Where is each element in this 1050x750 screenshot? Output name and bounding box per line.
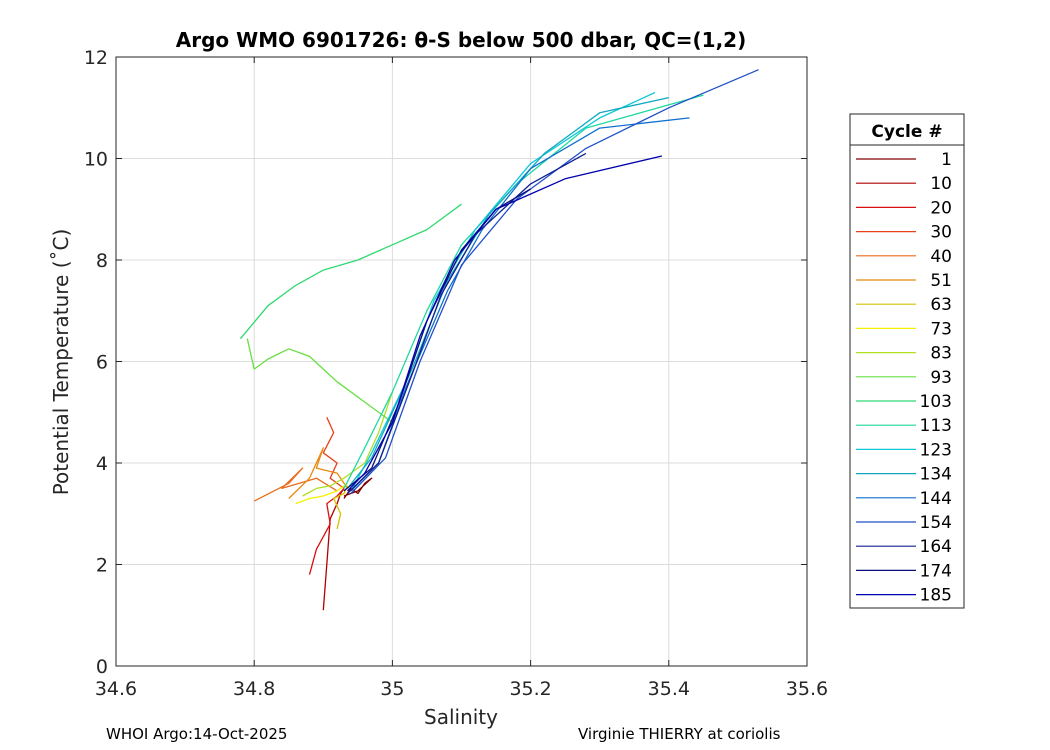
legend-label-154: 154 [920, 513, 952, 533]
legend-label-83: 83 [930, 344, 952, 364]
series-line-cycle-83 [302, 391, 394, 497]
axis-ticks: 34.6 34.8 35 35.2 35.4 35.6 0 2 4 6 8 10 12 [84, 47, 828, 700]
series-line-cycle-1 [343, 477, 373, 499]
legend: Cycle # 11020304051637383931031131231341… [849, 113, 965, 609]
x-tick-label: 35.4 [648, 678, 690, 700]
x-tick-label: 35 [380, 678, 404, 700]
series-line-cycle-51 [288, 447, 349, 499]
x-tick-label: 35.6 [786, 678, 828, 700]
legend-box [849, 113, 965, 609]
series-line-cycle-10 [322, 488, 345, 611]
footer-credit-left: WHOI Argo:14-Oct-2025 [106, 725, 288, 743]
legend-label-20: 20 [930, 198, 952, 218]
series-line-cycle-93 [246, 338, 393, 423]
series-line-cycle-20 [308, 487, 345, 575]
series-line-cycle-123 [350, 91, 656, 492]
y-tick-label: 4 [96, 453, 108, 475]
legend-label-73: 73 [930, 319, 952, 339]
legend-label-164: 164 [920, 537, 952, 557]
series-line-cycle-154 [350, 69, 759, 494]
legend-title: Cycle # [871, 122, 942, 142]
legend-label-63: 63 [930, 295, 952, 315]
series-line-cycle-40 [253, 467, 338, 502]
series-line-cycle-144 [350, 117, 690, 492]
y-axis-label: Potential Temperature (˚C) [49, 229, 73, 496]
series-line-cycle-103 [239, 203, 462, 340]
legend-label-134: 134 [920, 465, 952, 485]
legend-label-123: 123 [920, 440, 952, 460]
series-line-cycle-113 [343, 94, 704, 489]
legend-label-103: 103 [920, 392, 952, 412]
x-tick-label: 34.6 [95, 678, 137, 700]
legend-label-113: 113 [920, 416, 952, 436]
x-tick-label: 35.2 [509, 678, 551, 700]
legend-label-10: 10 [930, 174, 952, 194]
legend-label-1: 1 [941, 150, 952, 170]
legend-label-144: 144 [920, 489, 952, 509]
legend-entries: 1 10 20 30 40 51 63 73 83 93 103 113 123 134 144 154 164… [856, 150, 952, 606]
legend-label-185: 185 [920, 586, 952, 606]
series-line-cycle-63 [333, 485, 349, 530]
series-line-cycle-185 [347, 155, 663, 492]
series-line-cycle-73 [295, 482, 348, 505]
legend-label-40: 40 [930, 247, 952, 267]
y-tick-label: 8 [96, 250, 108, 272]
legend-label-30: 30 [930, 223, 952, 243]
x-axis-label: Salinity [424, 705, 498, 729]
legend-label-93: 93 [930, 368, 952, 388]
series-line-cycle-164 [347, 152, 587, 494]
footer-credit-right: Virginie THIERRY at coriolis [578, 725, 781, 743]
y-tick-label: 0 [96, 656, 108, 678]
y-tick-label: 6 [96, 352, 108, 374]
data-series [239, 69, 759, 611]
series-line-cycle-30 [322, 417, 345, 489]
legend-label-51: 51 [930, 271, 952, 291]
chart-title: Argo WMO 6901726: θ-S below 500 dbar, QC… [176, 28, 746, 52]
grid [116, 57, 807, 666]
y-tick-label: 10 [84, 149, 108, 171]
legend-label-174: 174 [920, 561, 952, 581]
x-tick-label: 34.8 [233, 678, 275, 700]
y-tick-label: 12 [84, 47, 108, 69]
y-tick-label: 2 [96, 555, 108, 577]
